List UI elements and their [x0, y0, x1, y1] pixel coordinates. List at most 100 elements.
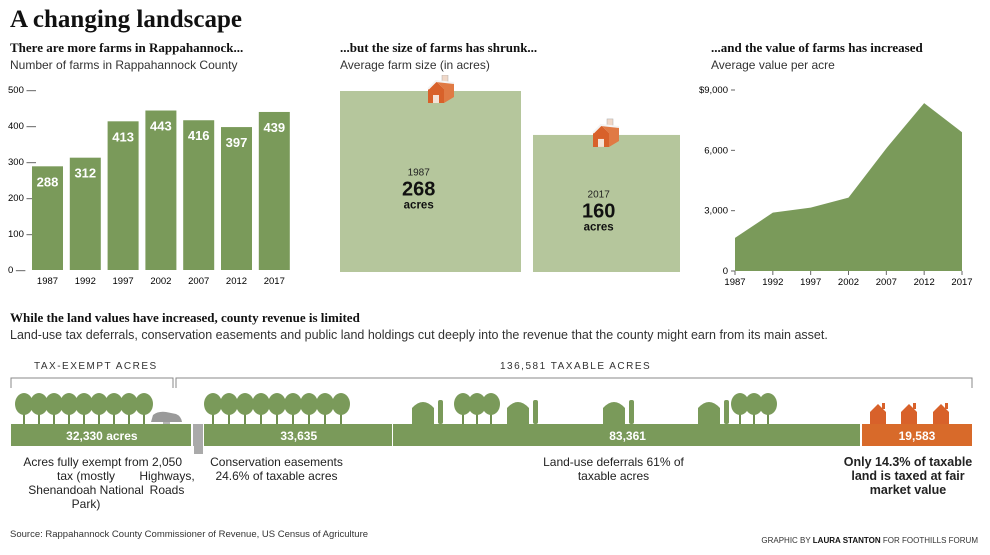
x-tick-label: 2017 — [951, 277, 972, 288]
silo-icon — [507, 400, 538, 424]
x-tick-label: 2007 — [876, 277, 897, 288]
x-tick-label: 2012 — [914, 277, 935, 288]
value-area-chart: $9,000 6,000 3,000 0 1987 1992 1997 2002 2007 20… — [699, 85, 973, 288]
box-value-label: 160 — [582, 200, 615, 222]
bar-data-label: 397 — [226, 135, 248, 150]
tree-icon — [454, 393, 472, 424]
bar-data-label: 443 — [150, 119, 172, 134]
easements-caption: Conservation easements 24.6% of taxable … — [210, 455, 343, 483]
bar-1997 — [107, 121, 139, 270]
taxable-bracket — [175, 377, 973, 388]
y-tick-label: 0 — [723, 266, 728, 277]
deferrals-caption: Land-use deferrals 61% of taxable acres — [543, 455, 684, 483]
bar-1992 — [69, 157, 101, 270]
barn-icon — [427, 75, 455, 103]
x-tick-label: 1992 — [75, 276, 96, 287]
acreage-segment-label: 19,583 — [898, 429, 936, 443]
tree-icon — [45, 393, 63, 424]
y-tick-label: $9,000 — [699, 85, 728, 96]
highways-value: 2,050 — [151, 455, 183, 469]
farm-size-box-2017 — [533, 134, 680, 272]
box-value-label: 268 — [402, 179, 435, 201]
bar-1987 — [32, 166, 63, 270]
acreage-segment-label: 32,330 acres — [66, 429, 138, 443]
silo-icon — [412, 400, 443, 424]
tree-icon — [731, 393, 749, 424]
tree-icon — [204, 393, 222, 424]
chart2-subtitle-bold: ...but the size of farms has shrunk... — [340, 40, 538, 55]
acreage-segment — [393, 424, 861, 446]
x-tick-label: 2012 — [226, 276, 247, 287]
tree-icon — [332, 393, 350, 424]
highways-caption: Highways, Roads — [139, 469, 195, 497]
tree-icon — [75, 393, 93, 424]
x-tick-label: 1997 — [113, 276, 134, 287]
section2-heading: While the land values have increased, co… — [10, 310, 360, 325]
acreage-segment — [204, 424, 392, 446]
house-icon — [933, 403, 949, 424]
tree-icon — [220, 393, 238, 424]
tree-icon — [316, 393, 334, 424]
bar-data-label: 288 — [37, 174, 59, 189]
chart1-subtitle-bold: There are more farms in Rappahannock... — [10, 40, 244, 55]
tree-icon — [105, 393, 123, 424]
barn-icon — [592, 118, 620, 147]
house-icon — [870, 403, 886, 424]
tax-exempt-bracket — [10, 377, 174, 388]
chart1-subtitle: Number of farms in Rappahannock County — [10, 58, 238, 72]
tree-icon — [759, 393, 777, 424]
tree-icon — [30, 393, 48, 424]
bar-data-label: 416 — [188, 128, 210, 143]
y-tick-label: 0 — — [8, 265, 26, 276]
car-icon — [151, 411, 182, 425]
box-year-label: 1987 — [408, 168, 431, 179]
x-tick-label: 2007 — [188, 276, 209, 287]
y-tick-label: 200 — — [8, 193, 36, 204]
tree-icon — [284, 393, 302, 424]
tree-icon — [15, 393, 33, 424]
tree-icon — [300, 393, 318, 424]
y-tick-label: 300 — — [8, 157, 36, 168]
taxable-header: 136,581 TAXABLE ACRES — [500, 361, 652, 372]
tax-exempt-header: TAX-EXEMPT ACRES — [34, 361, 158, 372]
graphic-credit: GRAPHIC BY LAURA STANTON FOR FOOTHILLS F… — [761, 536, 978, 545]
y-tick-label: 400 — — [8, 121, 36, 132]
tree-icon — [90, 393, 108, 424]
source-note: Source: Rappahannock County Commissioner… — [10, 529, 369, 540]
acreage-segment — [861, 424, 972, 446]
y-tick-label: 100 — — [8, 229, 36, 240]
exempt-caption: Acres fully exempt from tax (mostly Shen… — [23, 455, 149, 511]
bar-2002 — [145, 110, 177, 270]
bar-data-label: 439 — [263, 120, 285, 135]
x-tick-label: 1987 — [37, 276, 58, 287]
y-tick-label: 6,000 — [704, 145, 728, 156]
silo-icon — [603, 400, 634, 424]
tree-icon — [120, 393, 138, 424]
x-tick-label: 2017 — [264, 276, 285, 287]
chart3-subtitle: Average value per acre — [711, 58, 835, 72]
acreage-segment-label: 33,635 — [280, 429, 318, 443]
fair-market-caption: Only 14.3% of taxable land is taxed at f… — [843, 455, 973, 497]
y-tick-label: 500 — — [8, 85, 36, 96]
value-area-series — [735, 103, 962, 271]
x-tick-label: 2002 — [150, 276, 171, 287]
x-tick-label: 1997 — [800, 277, 821, 288]
house-icon — [901, 403, 917, 424]
x-tick-label: 1987 — [724, 277, 745, 288]
section2-subheading: Land-use tax deferrals, conservation eas… — [10, 328, 828, 342]
acreage-segment — [192, 424, 203, 446]
tree-icon — [252, 393, 270, 424]
farm-size-box-1987 — [340, 91, 521, 272]
tree-icon — [482, 393, 500, 424]
tree-icon — [468, 393, 486, 424]
bar-data-label: 312 — [74, 166, 96, 181]
tree-icon — [745, 393, 763, 424]
box-year-label: 2017 — [588, 189, 611, 200]
road-post — [193, 446, 204, 454]
bar-2012 — [221, 127, 252, 270]
box-unit-label: acres — [404, 200, 434, 212]
bar-2007 — [183, 120, 215, 270]
x-tick-label: 2002 — [838, 277, 859, 288]
x-tick-label: 1992 — [762, 277, 783, 288]
